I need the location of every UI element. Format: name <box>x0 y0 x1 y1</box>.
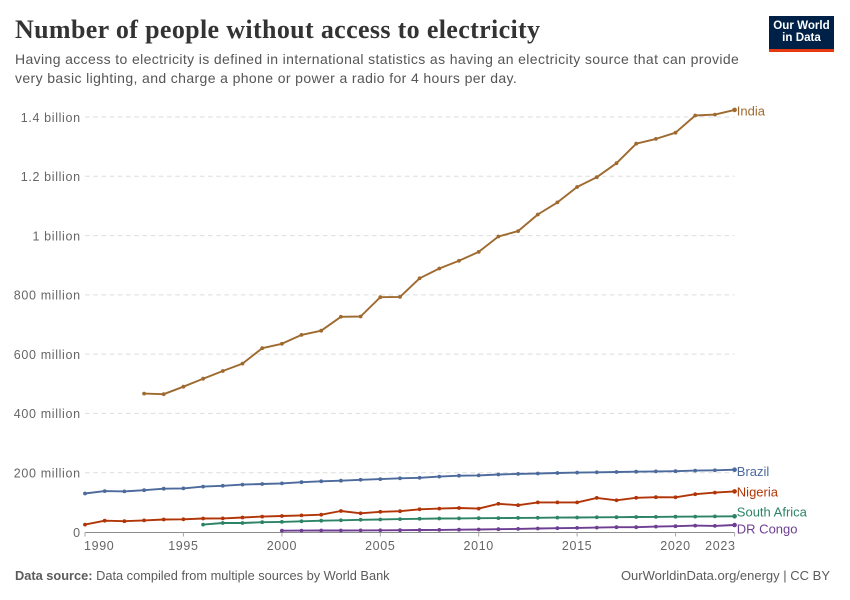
svg-text:2005: 2005 <box>365 539 395 553</box>
svg-text:2000: 2000 <box>267 539 297 553</box>
svg-text:0: 0 <box>73 526 81 540</box>
svg-text:South Africa: South Africa <box>737 505 808 520</box>
svg-text:1995: 1995 <box>168 539 198 553</box>
svg-text:Nigeria: Nigeria <box>737 485 779 500</box>
svg-text:1 billion: 1 billion <box>32 229 80 243</box>
svg-text:India: India <box>737 104 766 119</box>
svg-text:2015: 2015 <box>562 539 592 553</box>
svg-text:1.4 billion: 1.4 billion <box>21 111 81 125</box>
svg-text:2010: 2010 <box>463 539 493 553</box>
svg-text:2020: 2020 <box>660 539 690 553</box>
svg-text:Brazil: Brazil <box>737 464 770 479</box>
svg-text:DR Congo: DR Congo <box>737 522 798 537</box>
svg-text:400 million: 400 million <box>14 407 81 421</box>
svg-text:800 million: 800 million <box>14 289 81 303</box>
svg-text:1990: 1990 <box>84 539 114 553</box>
svg-text:600 million: 600 million <box>14 348 81 362</box>
svg-text:1.2 billion: 1.2 billion <box>21 170 81 184</box>
svg-text:2023: 2023 <box>705 539 735 553</box>
svg-text:200 million: 200 million <box>14 467 81 481</box>
